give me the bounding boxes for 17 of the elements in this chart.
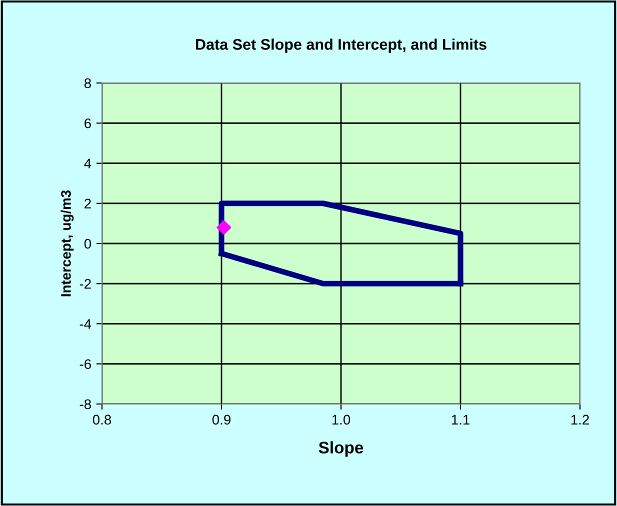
x-axis-title: Slope	[318, 441, 364, 457]
y-tick-label: -6	[80, 359, 91, 370]
x-tick-label: 0.8	[92, 414, 112, 425]
y-tick-label: -8	[80, 399, 91, 410]
y-tick-label: -2	[80, 278, 91, 289]
y-tick-label: -4	[80, 319, 92, 329]
x-tick-label: 0.9	[212, 414, 230, 425]
x-tick-label: 1.0	[332, 414, 350, 425]
y-tick-label: 4	[84, 158, 92, 168]
y-axis-title: Intercept, ug/m3	[60, 190, 74, 296]
y-tick-label: 6	[84, 118, 91, 128]
x-tick-label: 1.1	[452, 414, 470, 424]
y-tick-label: 8	[84, 78, 91, 88]
x-tick-label: 1.2	[571, 414, 589, 424]
y-tick-label: 2	[84, 198, 91, 208]
chart-title: Data Set Slope and Intercept, and Limits	[196, 38, 486, 53]
y-tick-label: 0	[84, 238, 92, 249]
